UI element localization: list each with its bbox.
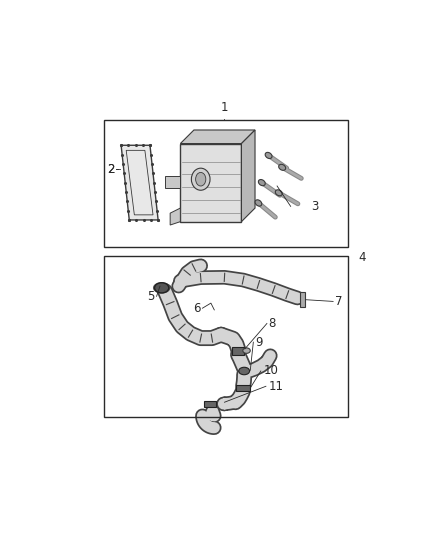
Polygon shape bbox=[180, 130, 255, 143]
Ellipse shape bbox=[155, 282, 169, 293]
Bar bbox=[204, 400, 216, 407]
Text: 2: 2 bbox=[107, 163, 114, 175]
Text: 2: 2 bbox=[107, 163, 114, 175]
Bar bbox=[104, 120, 348, 247]
Ellipse shape bbox=[265, 152, 272, 158]
Text: 10: 10 bbox=[264, 365, 279, 377]
Ellipse shape bbox=[191, 168, 210, 190]
Polygon shape bbox=[121, 146, 158, 220]
Text: 7: 7 bbox=[335, 295, 342, 308]
Text: 4: 4 bbox=[359, 251, 366, 264]
Text: 1: 1 bbox=[221, 101, 228, 115]
Text: 5: 5 bbox=[148, 290, 155, 303]
Bar bbox=[165, 176, 180, 188]
Text: 3: 3 bbox=[311, 200, 318, 213]
Ellipse shape bbox=[255, 200, 262, 206]
Polygon shape bbox=[170, 208, 180, 225]
Bar bbox=[300, 292, 305, 307]
Polygon shape bbox=[126, 150, 153, 215]
Bar bbox=[232, 346, 244, 354]
Ellipse shape bbox=[243, 348, 250, 353]
Ellipse shape bbox=[275, 190, 283, 196]
Ellipse shape bbox=[258, 180, 265, 185]
Text: 8: 8 bbox=[268, 317, 276, 330]
Bar bbox=[180, 143, 241, 222]
Ellipse shape bbox=[239, 367, 250, 375]
Bar bbox=[236, 385, 250, 391]
Text: 6: 6 bbox=[193, 302, 201, 314]
Ellipse shape bbox=[196, 172, 206, 186]
Text: 11: 11 bbox=[268, 380, 283, 393]
Ellipse shape bbox=[279, 164, 286, 171]
Bar bbox=[104, 256, 348, 417]
Polygon shape bbox=[241, 130, 255, 222]
Text: 9: 9 bbox=[255, 336, 262, 349]
